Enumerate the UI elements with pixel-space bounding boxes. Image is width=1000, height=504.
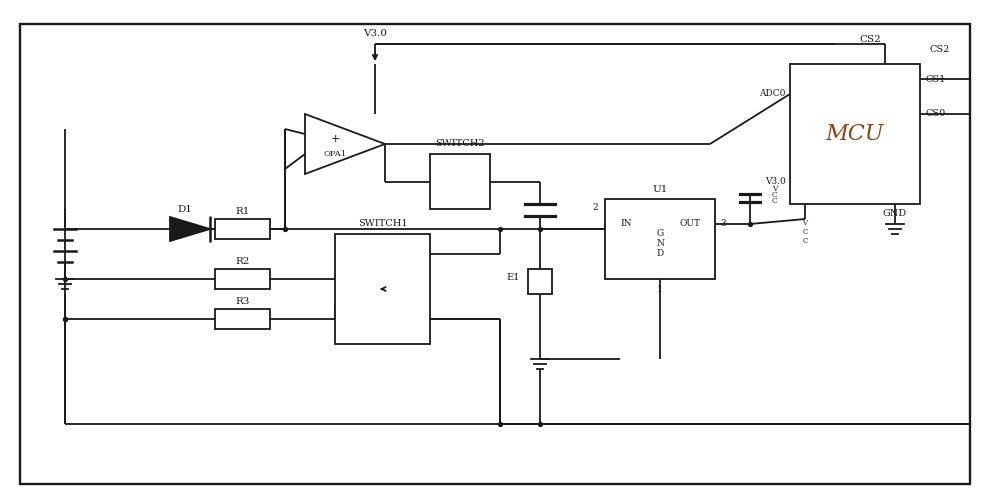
Text: CS0: CS0: [925, 109, 945, 118]
Text: V3.0: V3.0: [765, 177, 785, 186]
Text: R3: R3: [235, 297, 250, 306]
Text: V
C
C: V C C: [802, 219, 808, 245]
Text: SWITCH1: SWITCH1: [358, 220, 407, 228]
Text: 2: 2: [592, 203, 598, 212]
Text: G: G: [656, 229, 664, 238]
Bar: [335, 234, 430, 344]
Polygon shape: [305, 114, 385, 174]
Text: E1: E1: [507, 273, 520, 282]
Text: MCU: MCU: [826, 123, 884, 145]
Text: 1: 1: [657, 284, 663, 293]
Text: OPA1: OPA1: [323, 150, 347, 158]
Text: U1: U1: [652, 184, 668, 194]
Text: C: C: [772, 197, 778, 205]
Text: ADC0: ADC0: [759, 90, 785, 98]
Polygon shape: [170, 217, 210, 241]
Text: C: C: [772, 191, 778, 199]
Text: R1: R1: [235, 208, 250, 217]
Text: N: N: [656, 239, 664, 248]
Text: OUT: OUT: [679, 220, 700, 228]
Text: CS2: CS2: [859, 34, 881, 43]
Text: 3: 3: [720, 220, 726, 228]
Text: CS1: CS1: [925, 75, 945, 84]
Text: +: +: [330, 134, 340, 144]
Text: D: D: [656, 249, 664, 259]
Text: SWITCH2: SWITCH2: [435, 140, 485, 149]
Text: V3.0: V3.0: [363, 30, 387, 38]
Bar: [528, 269, 552, 294]
Bar: [790, 64, 920, 204]
Bar: [430, 154, 490, 209]
Text: V: V: [772, 185, 778, 193]
Text: IN: IN: [620, 220, 632, 228]
Bar: [215, 269, 270, 289]
Text: CS2: CS2: [930, 44, 950, 53]
Text: D1: D1: [178, 205, 192, 214]
Bar: [215, 309, 270, 329]
Text: GND: GND: [883, 210, 907, 219]
Bar: [215, 219, 270, 239]
Text: R2: R2: [235, 258, 250, 267]
Bar: [605, 199, 715, 279]
